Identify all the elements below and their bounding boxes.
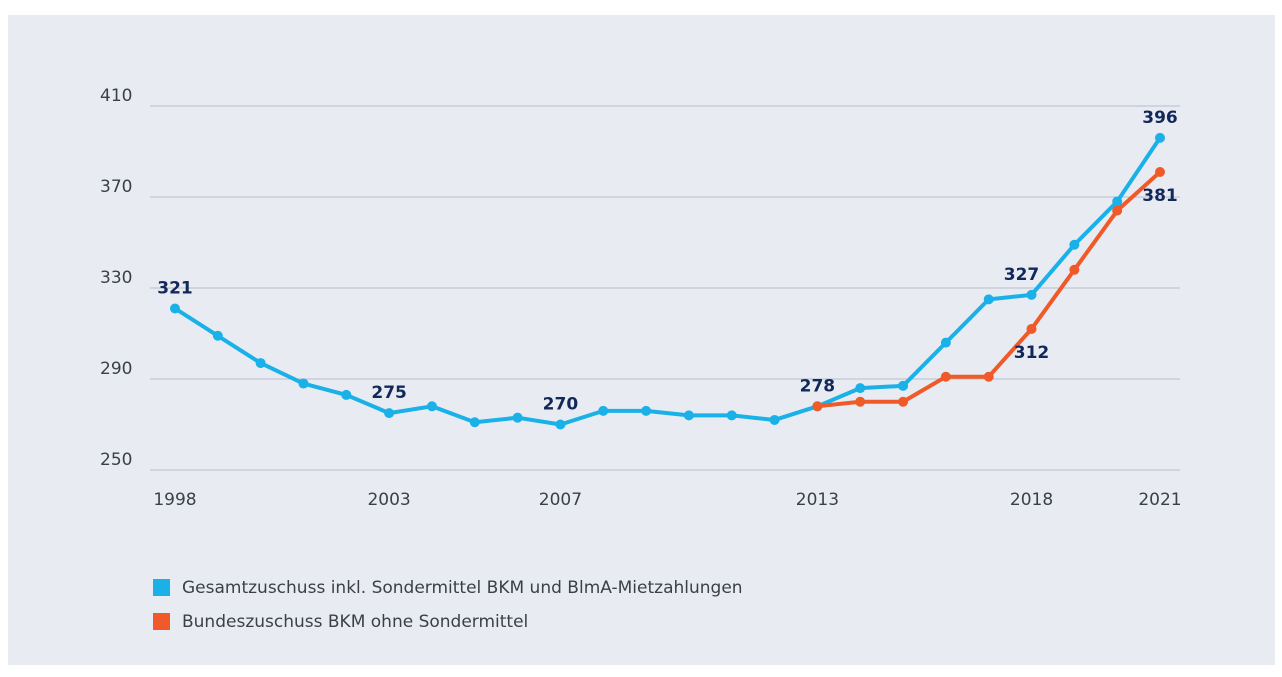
- series-line: [173, 136, 1162, 427]
- point: [1155, 166, 1165, 177]
- x-tick-label: 1998: [153, 490, 196, 510]
- data-label: 327: [1004, 265, 1040, 285]
- x-tick-label: 2018: [1010, 490, 1053, 510]
- x-tick-label: 2013: [796, 490, 839, 510]
- y-tick-label: 330: [100, 268, 132, 288]
- y-tick-label: 250: [100, 450, 132, 470]
- point: [298, 378, 309, 389]
- data-label: 270: [543, 395, 579, 415]
- point: [212, 330, 223, 341]
- x-tick-label: 2021: [1138, 490, 1181, 510]
- point: [940, 371, 951, 382]
- point: [1069, 239, 1080, 250]
- point: [726, 410, 737, 421]
- point: [1112, 196, 1123, 207]
- point: [940, 337, 951, 348]
- panel: [8, 15, 1275, 665]
- point: [898, 380, 909, 391]
- point: [641, 405, 652, 416]
- point: [170, 303, 180, 314]
- y-tick-label: 370: [100, 177, 132, 197]
- point: [1026, 289, 1037, 300]
- x-tick-label: 2007: [539, 490, 582, 510]
- data-label: 396: [1142, 108, 1178, 128]
- data-label: 275: [371, 383, 407, 403]
- point: [426, 401, 437, 412]
- data-label: 321: [157, 278, 193, 298]
- point: [1112, 205, 1123, 216]
- point: [384, 408, 395, 419]
- legend-label: Bundeszuschuss BKM ohne Sondermittel: [182, 612, 528, 632]
- point: [555, 419, 566, 430]
- legend-label: Gesamtzuschuss inkl. Sondermittel BKM un…: [182, 578, 743, 598]
- y-tick-label: 290: [100, 359, 132, 379]
- point: [469, 417, 480, 428]
- data-label: 312: [1014, 343, 1050, 363]
- point: [983, 371, 994, 382]
- point: [855, 396, 866, 407]
- point: [812, 401, 823, 412]
- point: [512, 412, 523, 423]
- point: [683, 410, 694, 421]
- legend-swatch: [153, 613, 170, 630]
- x-tick-label: 2003: [367, 490, 410, 510]
- point: [983, 294, 994, 305]
- point: [255, 358, 266, 369]
- data-label: 278: [800, 376, 836, 396]
- point: [769, 414, 780, 425]
- point: [598, 405, 609, 416]
- point: [1155, 132, 1165, 143]
- point: [1069, 264, 1080, 275]
- legend-swatch: [153, 579, 170, 596]
- y-tick-label: 410: [100, 86, 132, 106]
- point: [1026, 323, 1037, 334]
- data-label: 381: [1142, 186, 1178, 206]
- point: [898, 396, 909, 407]
- point: [855, 383, 866, 394]
- point: [341, 389, 352, 400]
